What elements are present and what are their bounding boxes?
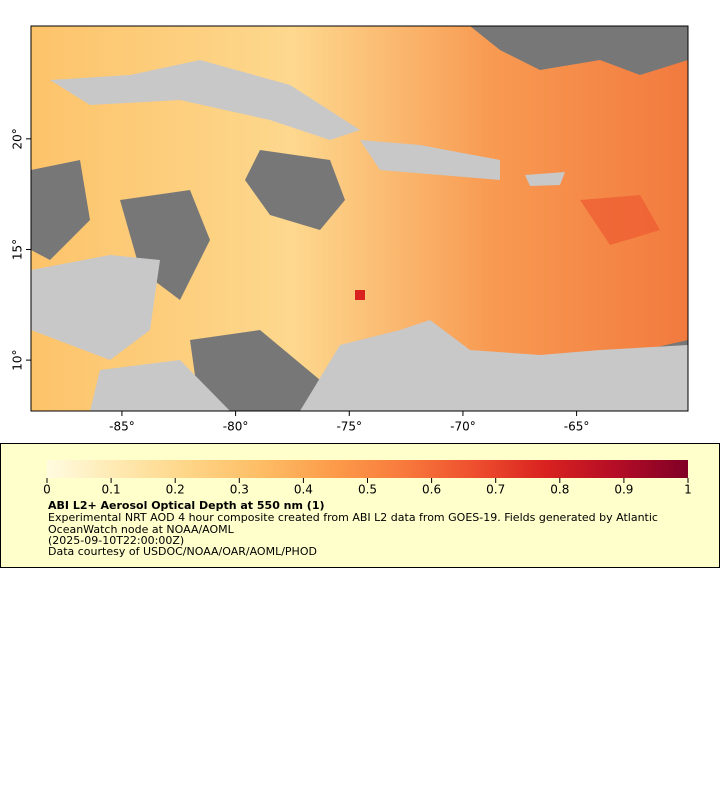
colorbar: [47, 460, 688, 478]
y-tick-label: 10°: [11, 349, 25, 370]
hotspot: [355, 290, 365, 300]
land: [50, 60, 360, 140]
no-data: [31, 160, 90, 260]
x-tick-label: -70°: [450, 420, 476, 434]
x-tick-label: -85°: [109, 420, 135, 434]
high-aod: [580, 195, 660, 245]
legend-line: Experimental NRT AOD 4 hour composite cr…: [48, 511, 658, 524]
colorbar-tick-label: 0.3: [230, 483, 249, 497]
x-tick-label: -80°: [223, 420, 249, 434]
land: [300, 320, 688, 411]
colorbar-tick-label: 0.1: [102, 483, 121, 497]
colorbar-tick-label: 0.4: [294, 483, 313, 497]
legend-line: OceanWatch node at NOAA/AOML: [48, 523, 235, 536]
colorbar-tick-label: 0.7: [486, 483, 505, 497]
colorbar-tick-label: 0.6: [422, 483, 441, 497]
map-image: [31, 26, 688, 411]
colorbar-tick-label: 0.9: [614, 483, 633, 497]
no-data: [470, 26, 688, 75]
no-data: [245, 150, 345, 230]
x-tick-label: -75°: [336, 420, 362, 434]
land: [525, 172, 565, 186]
colorbar-tick-label: 0.5: [358, 483, 377, 497]
y-tick-label: 15°: [11, 239, 25, 260]
legend-title: ABI L2+ Aerosol Optical Depth at 550 nm …: [48, 499, 325, 512]
land: [31, 255, 160, 360]
map-frame: [30, 25, 689, 412]
colorbar-tick-label: 1: [684, 483, 692, 497]
no-data: [190, 330, 320, 411]
land: [90, 360, 230, 411]
legend-line: Data courtesy of USDOC/NOAA/OAR/AOML/PHO…: [48, 545, 317, 558]
colorbar-tick-label: 0.8: [550, 483, 569, 497]
land: [360, 140, 500, 180]
x-tick-label: -65°: [564, 420, 590, 434]
no-data: [120, 190, 210, 300]
colorbar-tick-label: 0.2: [166, 483, 185, 497]
y-tick-label: 20°: [11, 128, 25, 149]
colorbar-tick-label: 0: [43, 483, 51, 497]
legend-line: (2025-09-10T22:00:00Z): [48, 534, 184, 547]
